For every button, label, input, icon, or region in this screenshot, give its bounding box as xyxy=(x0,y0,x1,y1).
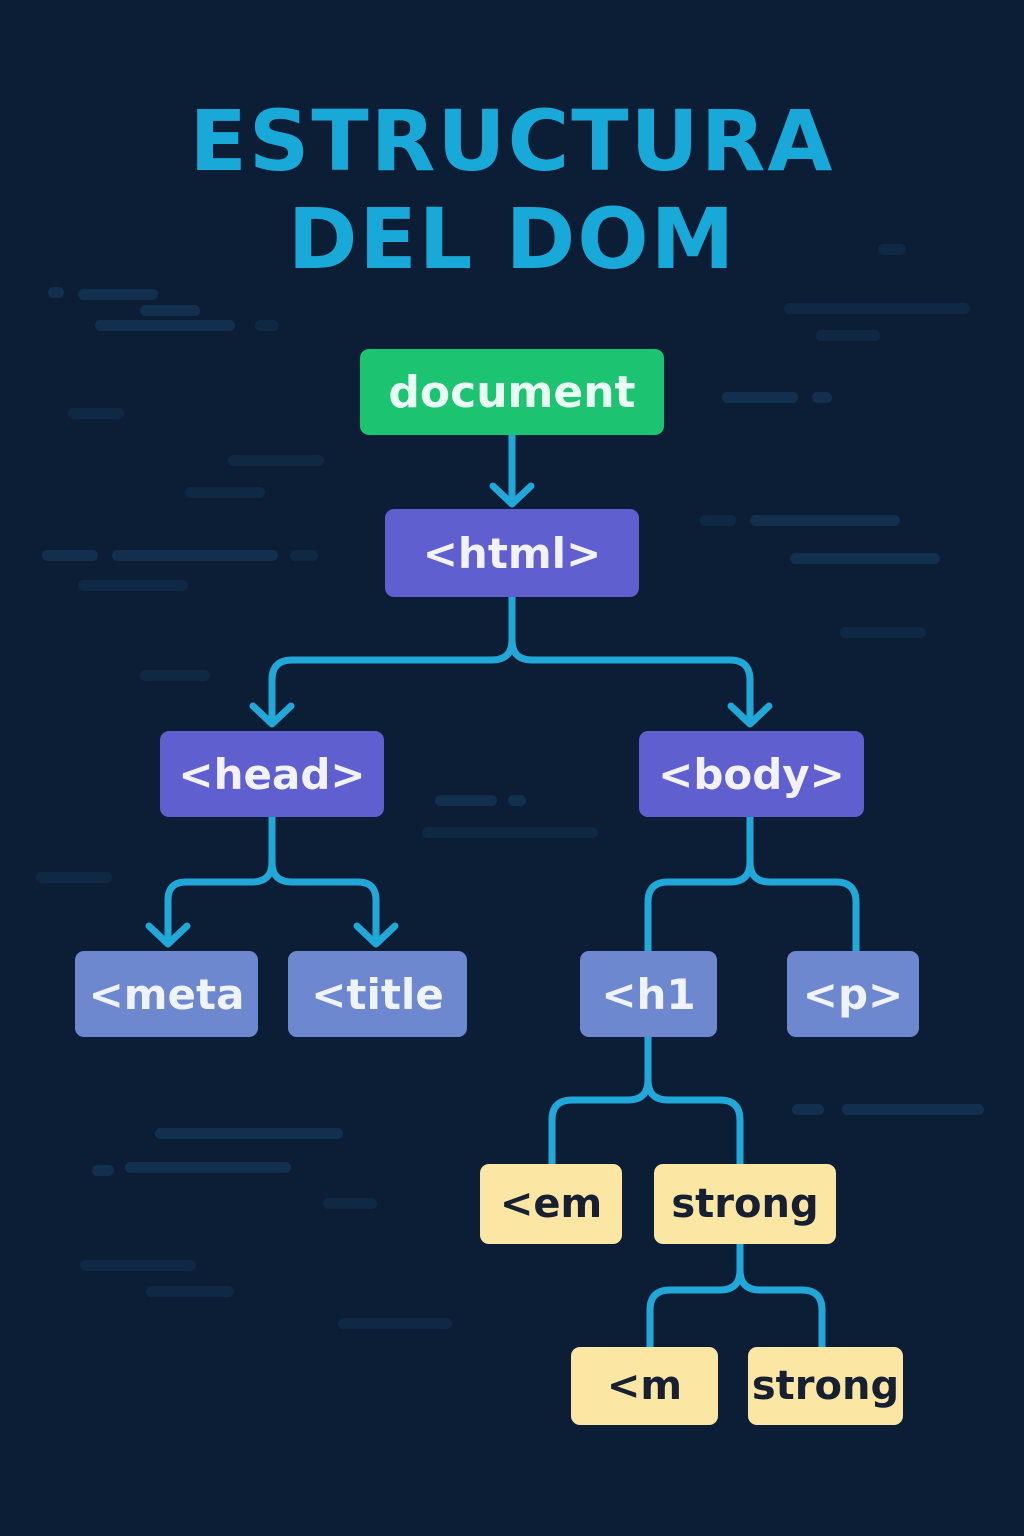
background-dash xyxy=(140,305,200,316)
background-dash xyxy=(700,515,736,526)
edge-head-meta xyxy=(164,813,276,944)
background-dash xyxy=(125,1162,291,1173)
background-dash xyxy=(840,627,926,638)
background-dash xyxy=(80,1260,196,1271)
background-dash xyxy=(812,392,832,403)
edge-body-h1 xyxy=(644,813,754,954)
background-dash xyxy=(722,392,798,403)
edge-html-body xyxy=(508,636,754,724)
edge-html-head xyxy=(268,593,516,724)
background-dash xyxy=(842,1104,984,1115)
edge-strong-strong-child xyxy=(736,1266,826,1352)
background-dash xyxy=(323,1198,377,1209)
node-h1: <h1 xyxy=(580,951,717,1037)
edge-h1-em xyxy=(548,1032,652,1168)
node-title: <title xyxy=(288,951,467,1037)
node-html: <html> xyxy=(385,509,639,597)
background-dash xyxy=(140,670,210,681)
node-strong: strong xyxy=(654,1164,836,1244)
node-em-child: <m xyxy=(571,1347,718,1425)
background-dash xyxy=(792,1104,824,1115)
background-dash xyxy=(68,408,124,419)
node-meta: <meta xyxy=(75,951,258,1037)
background-dash xyxy=(422,827,598,838)
node-strong-child: strong xyxy=(748,1347,903,1425)
background-dash xyxy=(95,320,235,331)
node-em: <em xyxy=(480,1164,622,1244)
background-dash xyxy=(36,872,112,883)
edge-body-p xyxy=(746,858,860,954)
background-dash xyxy=(435,795,497,806)
arrowhead-head xyxy=(249,702,295,728)
background-dash xyxy=(750,515,900,526)
background-dash xyxy=(78,289,158,300)
background-dash xyxy=(42,550,98,561)
diagram-title: ESTRUCTURA DEL DOM xyxy=(0,92,1024,288)
edge-strong-em-child xyxy=(646,1239,744,1352)
background-dash xyxy=(228,455,324,466)
background-dash xyxy=(784,303,970,314)
arrowhead-body xyxy=(727,702,773,728)
background-dash xyxy=(508,795,526,806)
background-dash xyxy=(112,550,278,561)
diagram-title-line-2: DEL DOM xyxy=(287,190,737,288)
background-dash xyxy=(92,1165,114,1176)
background-dash xyxy=(790,553,940,564)
node-body: <body> xyxy=(639,731,864,817)
arrowhead-meta xyxy=(145,922,191,948)
background-dash xyxy=(338,1318,452,1329)
background-dash xyxy=(155,1128,343,1139)
edge-head-title xyxy=(268,858,380,944)
background-dash xyxy=(290,550,318,561)
background-dash xyxy=(48,287,64,298)
node-p: <p> xyxy=(787,951,919,1037)
background-dash xyxy=(255,320,279,331)
node-head: <head> xyxy=(160,731,384,817)
arrowhead-title xyxy=(353,922,399,948)
background-dash xyxy=(78,580,188,591)
edge-h1-strong xyxy=(644,1076,744,1168)
background-dash xyxy=(185,487,265,498)
node-document: document xyxy=(360,349,664,435)
background-dash xyxy=(146,1286,234,1297)
background-dash xyxy=(878,244,906,255)
diagram-title-line-1: ESTRUCTURA xyxy=(189,92,835,190)
background-dash xyxy=(816,330,880,341)
arrowhead-html xyxy=(489,482,535,508)
